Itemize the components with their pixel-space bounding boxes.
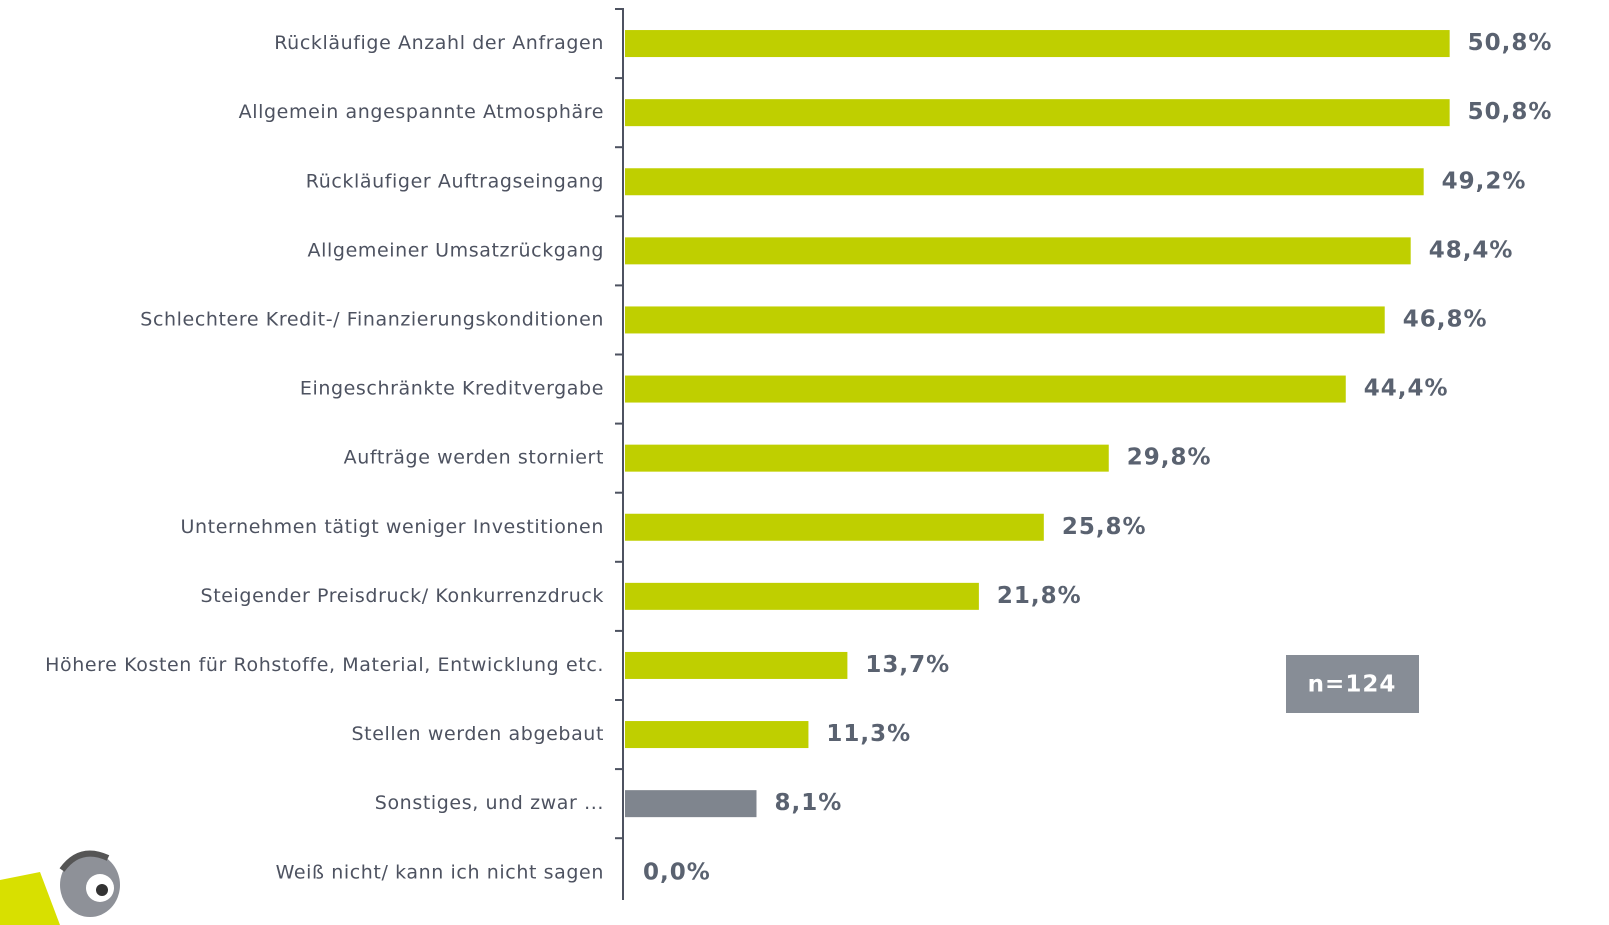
category-label: Weiß nicht/ kann ich nicht sagen: [276, 861, 604, 883]
category-label: Höhere Kosten für Rohstoffe, Material, E…: [45, 654, 604, 676]
bar: [625, 583, 979, 610]
value-label: 21,8%: [997, 583, 1082, 609]
category-label: Allgemein angespannte Atmosphäre: [239, 101, 604, 123]
category-label: Schlechtere Kredit-/ Finanzierungskondit…: [140, 308, 604, 330]
value-label: 0,0%: [643, 859, 711, 885]
value-label: 13,7%: [865, 652, 950, 678]
category-label: Sonstiges, und zwar ...: [375, 792, 604, 814]
category-label: Rückläufiger Auftragseingang: [306, 170, 604, 192]
category-label: Stellen werden abgebaut: [351, 723, 604, 745]
annotation: n=124: [1308, 672, 1397, 698]
category-label: Aufträge werden storniert: [344, 447, 604, 469]
category-label: Steigender Preisdruck/ Konkurrenzdruck: [201, 585, 604, 607]
bar: [625, 168, 1424, 195]
value-label: 25,8%: [1062, 514, 1147, 540]
value-label: 50,8%: [1468, 30, 1553, 56]
bar: [625, 376, 1346, 403]
category-label: Rückläufige Anzahl der Anfragen: [274, 32, 604, 54]
bar: [625, 514, 1044, 541]
value-label: 8,1%: [774, 790, 842, 816]
value-label: 44,4%: [1364, 376, 1449, 402]
value-label: 11,3%: [826, 721, 911, 747]
category-label: Eingeschränkte Kreditvergabe: [300, 378, 604, 400]
value-label: 48,4%: [1429, 237, 1514, 263]
bar: [625, 306, 1385, 333]
bar: [625, 721, 808, 748]
value-label: 46,8%: [1403, 306, 1488, 332]
bar: [625, 790, 756, 817]
chart: n=124 Rückläufige Anzahl der Anfragen 50,…: [0, 0, 1609, 925]
bar: [625, 237, 1411, 264]
category-label: Unternehmen tätigt weniger Investitionen: [181, 516, 604, 538]
value-label: 29,8%: [1127, 445, 1212, 471]
bar: [625, 99, 1450, 126]
bar: [625, 652, 847, 679]
mascot: [0, 853, 120, 925]
bar: [625, 445, 1109, 472]
bar: [625, 30, 1450, 57]
value-label: 50,8%: [1468, 99, 1553, 125]
value-label: 49,2%: [1442, 168, 1527, 194]
category-label: Allgemeiner Umsatzrückgang: [308, 239, 604, 261]
